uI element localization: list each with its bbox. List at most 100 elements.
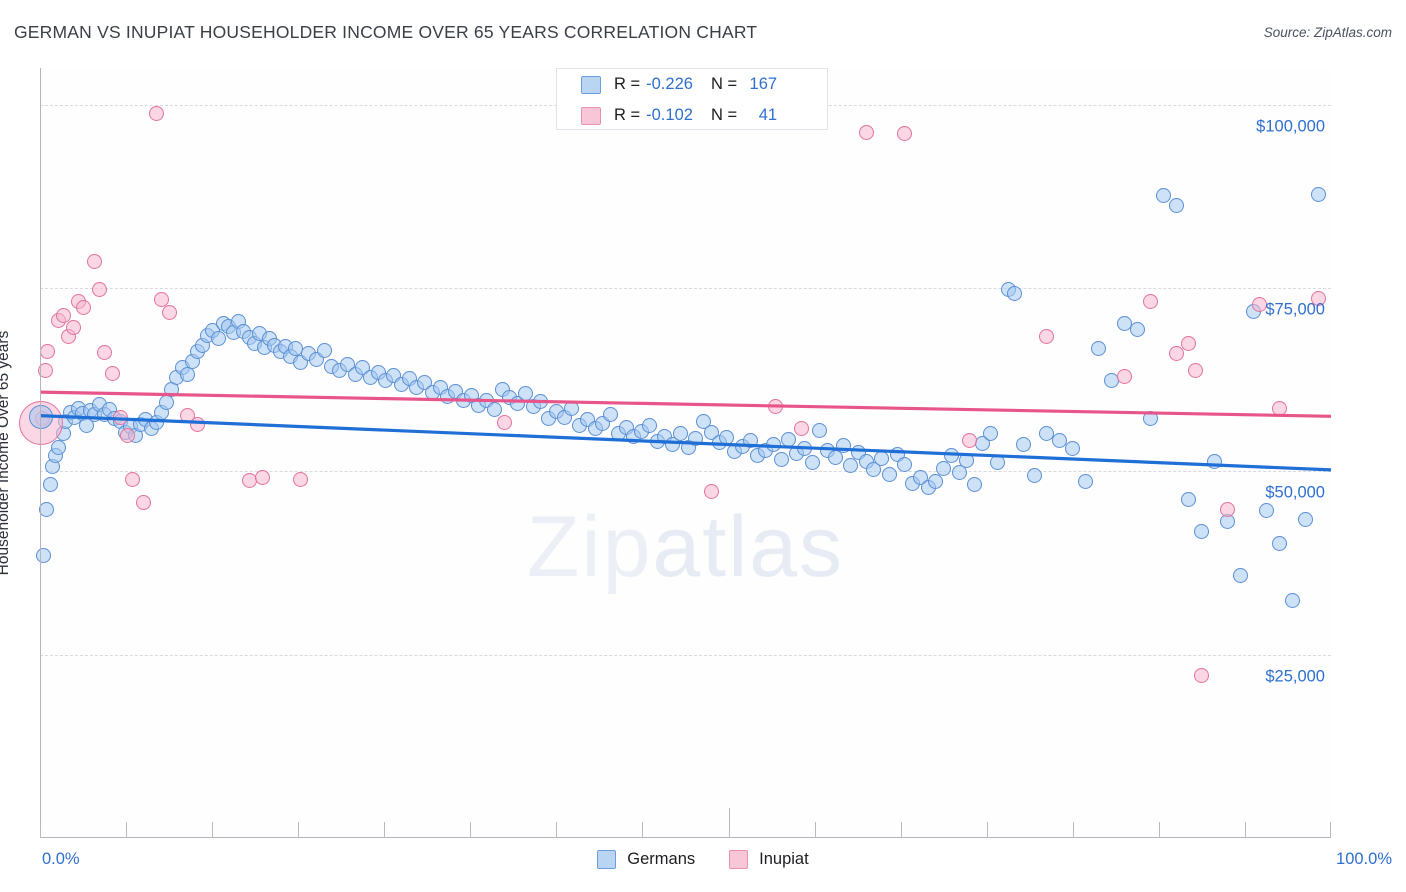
legend-swatch-germans-icon xyxy=(597,850,617,869)
r-label-inupiat: R = xyxy=(614,106,641,124)
scatter-point-inupiat xyxy=(1142,293,1158,309)
x-tick xyxy=(384,822,386,838)
gridline xyxy=(40,288,1331,289)
scatter-point-germans xyxy=(936,460,952,476)
scatter-point-inupiat xyxy=(86,254,102,270)
x-tick xyxy=(470,822,472,838)
scatter-point-germans xyxy=(773,452,789,468)
scatter-point-germans xyxy=(1155,188,1171,204)
scatter-point-inupiat xyxy=(125,471,141,487)
y-tick-label: $50,000 xyxy=(1265,483,1325,502)
scatter-point-inupiat xyxy=(1168,345,1184,361)
scatter-point-inupiat xyxy=(135,494,151,510)
y-tick-label: $75,000 xyxy=(1265,300,1325,319)
x-tick xyxy=(1330,822,1331,838)
x-tick xyxy=(40,822,41,838)
scatter-point-inupiat xyxy=(37,362,53,378)
y-axis-title: Householder Income Over 65 years xyxy=(0,330,12,576)
scatter-point-inupiat xyxy=(148,105,164,121)
x-tick xyxy=(212,822,214,838)
legend-item-inupiat[interactable]: Inupiat xyxy=(729,850,809,869)
scatter-point-germans xyxy=(1258,503,1274,519)
scatter-point-germans xyxy=(765,436,781,452)
y-tick-label: $25,000 xyxy=(1265,667,1325,686)
correlation-stats-legend: R = -0.226 N = 167 R = -0.102 N = 41 xyxy=(556,68,828,130)
scatter-point-germans xyxy=(1091,340,1107,356)
gridline xyxy=(40,654,1331,656)
chart-plot-area: Zipatlas $100,000 $75,000 $50,000 $25,000 H… xyxy=(0,68,1331,838)
scatter-point-germans xyxy=(1297,512,1313,528)
r-value-inupiat: -0.102 xyxy=(646,106,693,124)
x-tick xyxy=(1072,822,1074,838)
series-legend: Germans Inupiat xyxy=(0,850,1406,869)
scatter-point-inupiat xyxy=(1252,296,1268,312)
scatter-point-germans xyxy=(316,342,332,358)
scatter-point-inupiat xyxy=(1039,328,1055,344)
scatter-point-germans xyxy=(1129,321,1145,337)
x-tick xyxy=(814,822,816,838)
scatter-point-germans xyxy=(1181,491,1197,507)
x-tick xyxy=(1244,822,1246,838)
source-label: Source: ZipAtlas.com xyxy=(1263,25,1392,40)
scatter-point-germans xyxy=(179,367,195,383)
scatter-point-inupiat xyxy=(190,416,205,432)
scatter-point-germans xyxy=(1142,411,1158,427)
x-axis-label-min: 0.0% xyxy=(42,850,80,868)
scatter-point-germans xyxy=(1271,535,1287,551)
scatter-point-inupiat xyxy=(55,308,71,324)
scatter-point-inupiat xyxy=(91,281,107,297)
x-tick xyxy=(642,822,644,838)
x-axis-line xyxy=(40,837,1331,838)
scatter-point-inupiat xyxy=(768,398,784,414)
scatter-point-germans xyxy=(835,438,851,454)
scatter-point-germans xyxy=(50,439,66,455)
n-value-inupiat: 41 xyxy=(758,106,778,124)
series-swatch-inupiat-icon xyxy=(581,106,601,125)
scatter-point-germans xyxy=(1310,186,1326,202)
gridline xyxy=(40,471,1331,473)
scatter-point-inupiat xyxy=(97,345,113,361)
legend-item-germans[interactable]: Germans xyxy=(597,850,695,869)
scatter-point-inupiat xyxy=(153,292,169,308)
scatter-point-germans xyxy=(742,433,758,449)
x-tick xyxy=(986,822,988,838)
scatter-point-inupiat xyxy=(1181,336,1197,352)
x-tick xyxy=(900,822,902,838)
scatter-point-inupiat xyxy=(1271,400,1287,416)
legend-swatch-inupiat-icon xyxy=(729,850,749,869)
scatter-point-inupiat xyxy=(1116,369,1132,385)
scatter-point-inupiat xyxy=(794,420,810,436)
scatter-point-inupiat xyxy=(1220,501,1236,517)
legend-label-inupiat: Inupiat xyxy=(759,850,809,868)
scatter-point-inupiat xyxy=(897,125,913,141)
scatter-point-inupiat xyxy=(1187,362,1203,378)
scatter-point-germans xyxy=(1078,474,1094,490)
legend-label-germans: Germans xyxy=(627,850,696,868)
x-tick xyxy=(728,808,730,838)
x-tick xyxy=(556,822,558,838)
scatter-point-inupiat xyxy=(293,471,309,487)
scatter-point-inupiat xyxy=(76,299,92,315)
scatter-point-germans xyxy=(1007,286,1023,302)
scatter-point-germans xyxy=(38,501,54,517)
y-tick-label: $100,000 xyxy=(1256,117,1325,136)
scatter-point-germans xyxy=(1168,198,1184,214)
scatter-point-germans xyxy=(874,450,890,466)
series-swatch-germans-icon xyxy=(581,75,601,94)
n-value-germans: 167 xyxy=(749,75,778,93)
scatter-point-inupiat xyxy=(1310,290,1326,306)
scatter-point-inupiat xyxy=(962,433,978,449)
r-value-germans: -0.226 xyxy=(646,75,693,93)
scatter-point-germans xyxy=(804,455,820,471)
scatter-point-germans xyxy=(1207,453,1223,469)
scatter-point-germans xyxy=(796,441,812,457)
scatter-point-germans xyxy=(603,406,619,422)
scatter-point-inupiat xyxy=(1194,667,1210,683)
scatter-point-germans xyxy=(982,425,998,441)
stats-row-inupiat: R = -0.102 N = 41 xyxy=(557,100,827,131)
x-axis-label-max: 100.0% xyxy=(1336,850,1392,868)
x-tick xyxy=(126,822,128,838)
scatter-point-germans xyxy=(812,422,828,438)
y-axis-line xyxy=(40,68,41,838)
scatter-point-germans xyxy=(1284,592,1300,608)
